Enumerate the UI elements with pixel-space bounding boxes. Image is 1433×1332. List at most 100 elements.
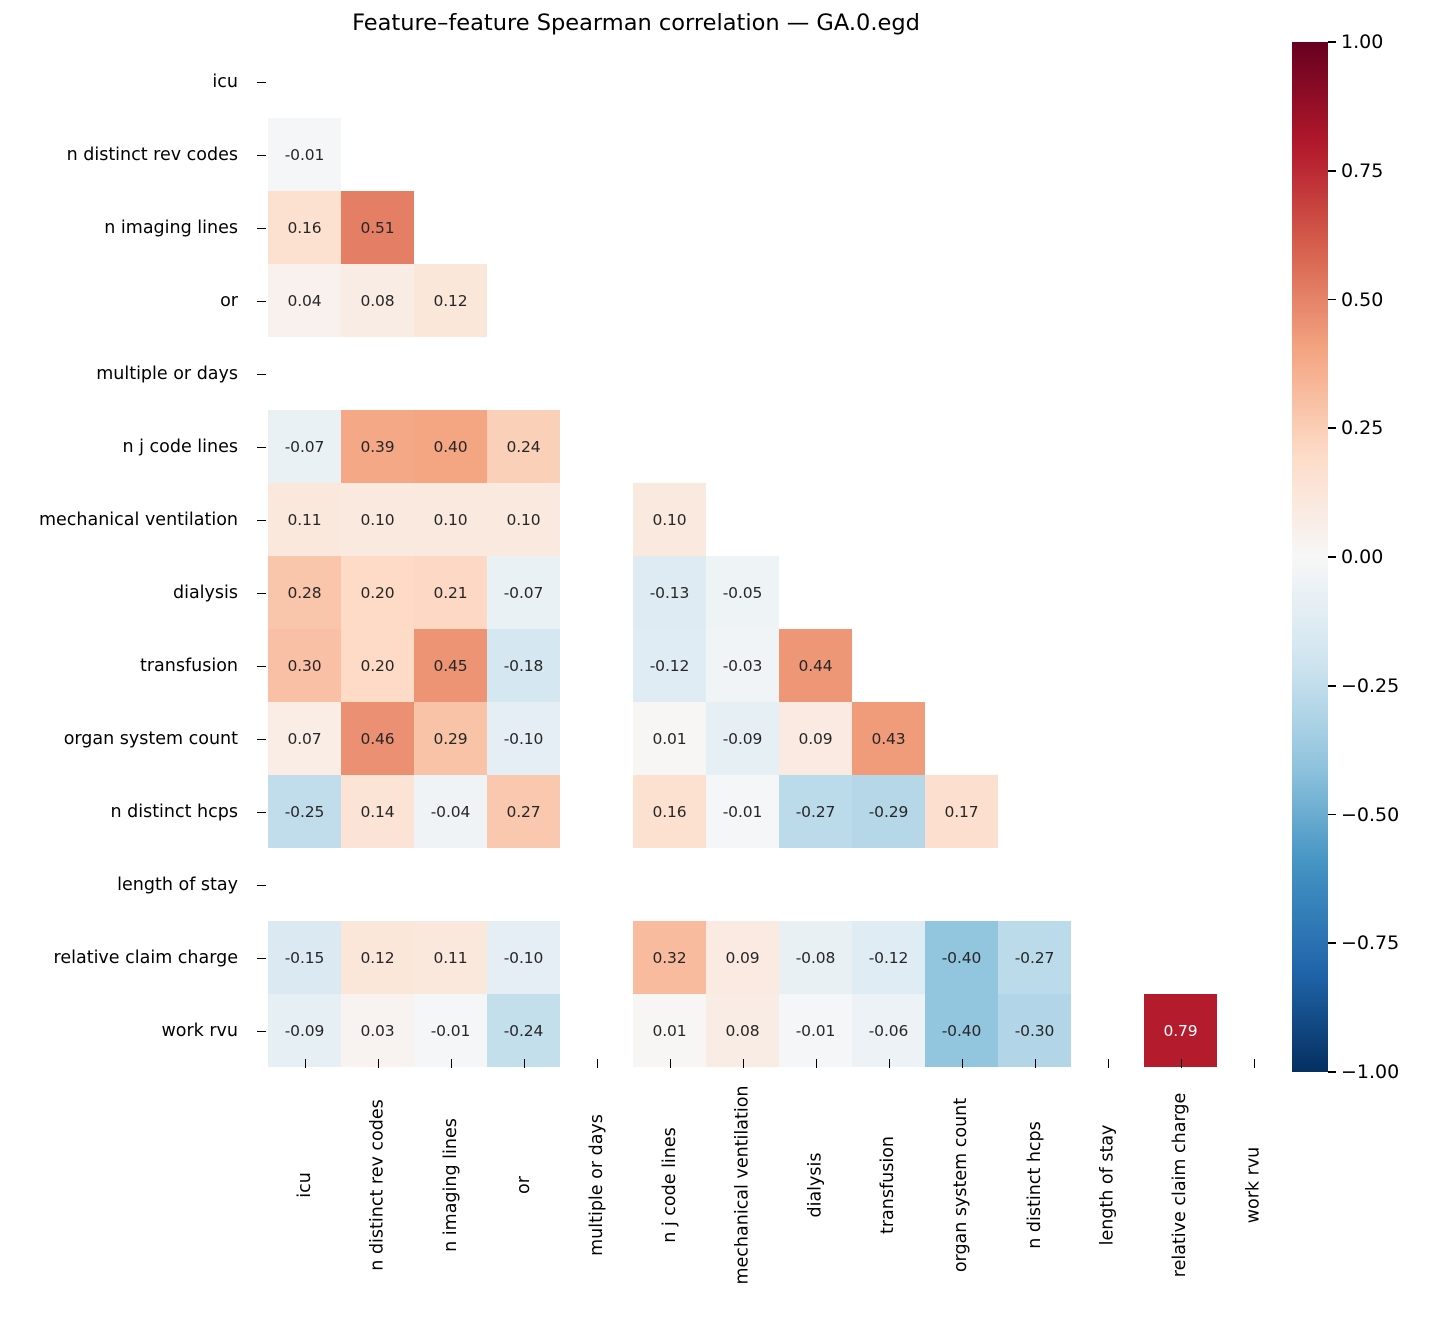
heatmap-cell-value: 0.29 <box>433 729 468 748</box>
heatmap-cell: -0.01 <box>779 994 852 1067</box>
y-tick-mark <box>257 1030 266 1033</box>
heatmap-cell: 0.12 <box>414 264 487 337</box>
heatmap-cell: 0.10 <box>414 483 487 556</box>
heatmap-cell: 0.07 <box>268 702 341 775</box>
colorbar[interactable]: 1.00 0.75 0.50 0.25 0.00 −0.25 −0.50 −0.75 −1.00 <box>1292 31 1433 1083</box>
colorbar-tick-mark <box>1328 556 1336 558</box>
y-tick-mark <box>257 81 266 84</box>
heatmap-cell: -0.07 <box>487 556 560 629</box>
heatmap-cell: 0.44 <box>779 629 852 702</box>
colorbar-tick-label: −1.00 <box>1341 1061 1400 1083</box>
colorbar-tick-mark <box>1328 1071 1336 1073</box>
heatmap-cell: -0.01 <box>268 118 341 191</box>
x-tick-label-text: work rvu <box>1243 1146 1264 1224</box>
heatmap-cell: 0.01 <box>633 994 706 1067</box>
x-tick-mark <box>450 1059 453 1068</box>
y-tick-label: n imaging lines <box>104 217 238 238</box>
x-tick-mark <box>742 1059 745 1068</box>
y-tick-mark <box>257 154 266 157</box>
heatmap-cell-value: -0.40 <box>941 1021 982 1040</box>
y-tick-label: n distinct rev codes <box>66 144 238 165</box>
x-tick-label-text: dialysis <box>805 1152 826 1218</box>
x-tick-mark <box>523 1059 526 1068</box>
heatmap-cell: 0.27 <box>487 775 560 848</box>
heatmap-cell: 0.32 <box>633 921 706 994</box>
heatmap-cell: -0.40 <box>925 921 998 994</box>
heatmap-cell-value: 0.20 <box>360 583 395 602</box>
x-tick-label-text: icu <box>294 1172 315 1198</box>
heatmap-cell: -0.27 <box>998 921 1071 994</box>
heatmap-cell: 0.14 <box>341 775 414 848</box>
heatmap-cell: -0.13 <box>633 556 706 629</box>
heatmap-cell-value: 0.43 <box>871 729 906 748</box>
colorbar-tick-label: 0.25 <box>1341 417 1384 440</box>
heatmap-cell-value: -0.40 <box>941 948 982 967</box>
x-tick-mark <box>1180 1059 1183 1068</box>
chart-title: Feature–feature Spearman correlation — G… <box>352 10 920 36</box>
heatmap-cell-value: 0.28 <box>287 583 322 602</box>
x-tick-label: or <box>487 1067 560 1307</box>
heatmap-cell-value: -0.07 <box>503 583 544 602</box>
colorbar-tick-label: −0.75 <box>1341 932 1400 955</box>
heatmap-cell: 0.10 <box>633 483 706 556</box>
heatmap-grid: -0.01 0.16 0.51 0.04 0.08 0.12 -0.07 0.39 0.40 0.… <box>268 45 1290 1067</box>
heatmap-cell: -0.15 <box>268 921 341 994</box>
x-tick-label: length of stay <box>1071 1067 1144 1307</box>
heatmap-cell: 0.08 <box>341 264 414 337</box>
x-tick-mark <box>815 1059 818 1068</box>
y-tick-label: n j code lines <box>122 436 238 457</box>
y-tick-label: dialysis <box>172 582 238 603</box>
heatmap-cell-value: 0.51 <box>360 218 395 237</box>
x-tick-mark <box>377 1059 380 1068</box>
heatmap-cell: -0.30 <box>998 994 1071 1067</box>
colorbar-tick-label: −0.50 <box>1341 803 1400 826</box>
y-tick-mark <box>257 738 266 741</box>
heatmap-cell: 0.51 <box>341 191 414 264</box>
x-tick-label: mechanical ventilation <box>706 1067 779 1307</box>
x-axis-labels: icu n distinct rev codes n imaging lines or… <box>268 1067 1290 1317</box>
x-tick-mark <box>669 1059 672 1068</box>
heatmap-cell-value: 0.21 <box>433 583 468 602</box>
heatmap-cell-value: 0.12 <box>360 948 395 967</box>
heatmap-cell: 0.79 <box>1144 994 1217 1067</box>
y-tick-label: work rvu <box>161 1020 238 1041</box>
colorbar-tick-mark <box>1328 427 1336 430</box>
heatmap-cell-value: 0.39 <box>360 437 395 456</box>
heatmap-cell: 0.39 <box>341 410 414 483</box>
heatmap-cell: 0.04 <box>268 264 341 337</box>
x-tick-label: icu <box>268 1067 341 1307</box>
heatmap-cell: 0.45 <box>414 629 487 702</box>
heatmap-cell: 0.10 <box>487 483 560 556</box>
heatmap-cell: -0.12 <box>633 629 706 702</box>
colorbar-tick-label: 0.75 <box>1341 159 1384 182</box>
x-tick-label-text: mechanical ventilation <box>732 1085 753 1285</box>
y-tick-label: transfusion <box>139 655 238 676</box>
heatmap-cell-value: -0.25 <box>284 802 325 821</box>
x-tick-label: multiple or days <box>560 1067 633 1307</box>
heatmap-cell-value: 0.11 <box>287 510 322 529</box>
heatmap-cell-value: -0.10 <box>503 948 544 967</box>
heatmap-cell-value: -0.27 <box>795 802 836 821</box>
y-tick-mark <box>257 446 266 449</box>
y-tick-mark <box>257 300 266 303</box>
colorbar-tick-mark <box>1328 41 1336 43</box>
heatmap-cell: 0.20 <box>341 556 414 629</box>
y-tick-mark <box>257 811 266 814</box>
x-tick-mark <box>596 1059 599 1068</box>
colorbar-tick-label: −0.25 <box>1341 674 1400 697</box>
heatmap-cell-value: -0.10 <box>503 729 544 748</box>
y-tick-label: organ system count <box>63 728 238 749</box>
x-tick-label-text: multiple or days <box>586 1114 607 1256</box>
heatmap-cell-value: 0.45 <box>433 656 468 675</box>
heatmap-cell-value: -0.09 <box>284 1021 325 1040</box>
x-tick-label: n imaging lines <box>414 1067 487 1307</box>
heatmap-cell: 0.16 <box>633 775 706 848</box>
heatmap-cell-value: -0.27 <box>1014 948 1055 967</box>
heatmap-cell: 0.21 <box>414 556 487 629</box>
heatmap-cell: 0.43 <box>852 702 925 775</box>
heatmap-cell-value: 0.04 <box>287 291 322 310</box>
colorbar-tick-label: 0.50 <box>1341 288 1384 311</box>
heatmap-cell: 0.01 <box>633 702 706 775</box>
heatmap-cell: 0.11 <box>268 483 341 556</box>
